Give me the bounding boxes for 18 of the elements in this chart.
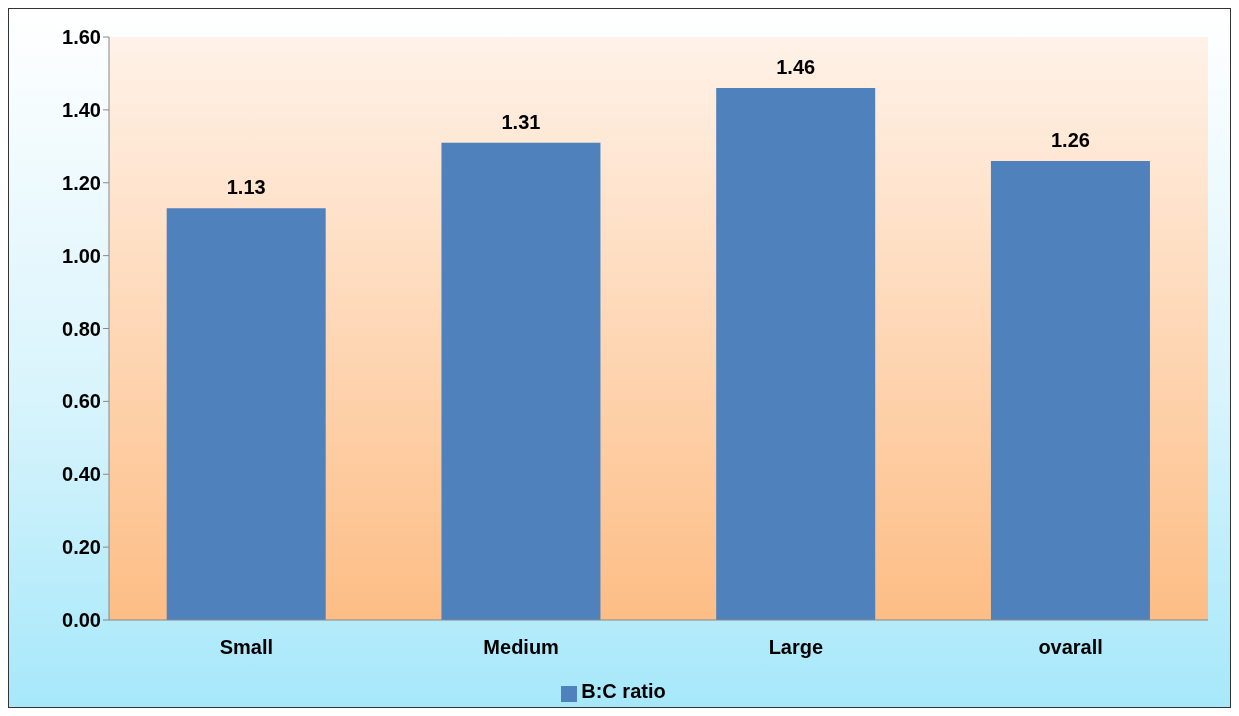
y-tick-label: 0.80 [62,317,101,340]
data-label: 1.46 [776,56,816,79]
y-tick-label: 1.60 [62,26,101,49]
y-tick-label: 1.00 [62,244,101,267]
y-tick-label: 0.20 [62,536,101,559]
data-label: 1.26 [1050,128,1090,151]
x-tick-label: ovarall [1038,636,1103,659]
x-tick-label: Medium [483,636,559,659]
data-label: 1.31 [501,110,541,133]
y-tick-label: 1.20 [62,171,101,194]
x-tick-label: Small [219,636,274,659]
y-tick-label: 1.40 [62,98,101,121]
y-tick-label: 0.40 [62,463,101,486]
legend-label: B:C ratio [581,680,666,702]
data-label: 1.13 [226,176,266,199]
y-tick-label: 0.60 [62,390,101,413]
y-tick-label: 0.00 [62,609,101,632]
x-tick-label: Large [768,636,824,659]
